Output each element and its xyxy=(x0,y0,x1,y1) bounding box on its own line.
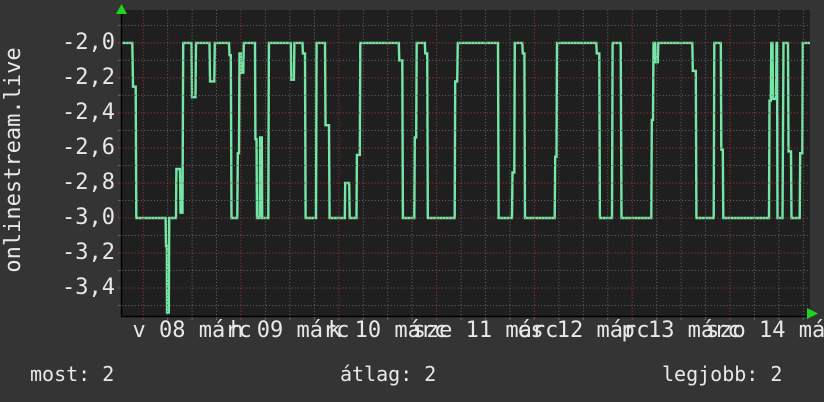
y-tick-label: -2,4 xyxy=(62,99,115,125)
series-line xyxy=(122,41,810,314)
x-day-label: cs 12 márc xyxy=(517,318,650,343)
y-tick-label: -3,4 xyxy=(62,274,115,300)
x-day-label: sze 11 márc xyxy=(412,318,559,343)
y-tick-label: -2,2 xyxy=(62,64,115,90)
x-day-label: v 08 márc xyxy=(132,318,252,343)
y-tick-label: -3,2 xyxy=(62,239,115,265)
y-tick-label: -2,8 xyxy=(62,169,115,195)
x-day-label: k 10 márc xyxy=(328,318,448,343)
right-arrow-icon xyxy=(807,308,818,319)
y-tick-label: -2,6 xyxy=(62,134,115,160)
y-tick-label: -2,0 xyxy=(62,29,115,55)
x-day-label: h 09 márc xyxy=(230,318,350,343)
stat-atlag: átlag: 2 xyxy=(340,362,437,386)
x-day-label: szo 14 márc xyxy=(706,318,824,343)
y-tick-label: -3,0 xyxy=(62,204,115,230)
stat-legjobb: legjobb: 2 xyxy=(662,362,783,386)
stat-most: most: 2 xyxy=(30,362,115,386)
up-arrow-icon xyxy=(116,4,127,14)
x-day-label: p 13 márc xyxy=(621,318,741,343)
